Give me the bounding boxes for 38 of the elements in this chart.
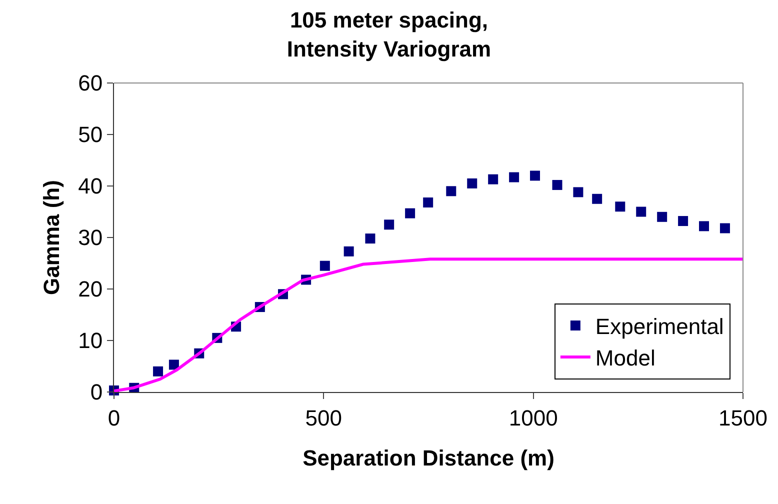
- point: [720, 223, 730, 234]
- legend-label: Experimental: [595, 314, 724, 340]
- point: [509, 172, 520, 182]
- legend-label: Model: [595, 346, 656, 371]
- x-tick-label: 0: [108, 405, 120, 430]
- y-tick-label: 40: [78, 174, 103, 199]
- point: [344, 246, 354, 256]
- x-tick-label: 500: [305, 405, 342, 430]
- y-tick-label: 50: [78, 122, 103, 148]
- y-tick-label: 20: [78, 276, 103, 302]
- y-tick-label: 30: [78, 225, 103, 250]
- point: [446, 186, 456, 196]
- point: [153, 366, 164, 376]
- point: [423, 197, 434, 208]
- point: [168, 360, 179, 370]
- y-tick-label: 10: [78, 328, 103, 354]
- point: [573, 187, 584, 198]
- point: [657, 212, 668, 222]
- point: [678, 216, 688, 226]
- y-axis-title: Gamma (h): [38, 180, 64, 295]
- point: [405, 208, 416, 218]
- point: [365, 234, 376, 244]
- point: [488, 174, 498, 184]
- x-axis-title: Separation Distance (m): [302, 445, 554, 470]
- x-tick-label: 1500: [718, 405, 768, 430]
- point: [592, 194, 602, 204]
- chart-title: 105 meter spacing, Intensity Variogram: [286, 8, 492, 62]
- y-tick-label: 0: [90, 380, 103, 405]
- x-tick-label: 1000: [508, 405, 558, 430]
- y-tick-label: 60: [78, 70, 103, 96]
- point: [699, 221, 709, 232]
- point: [615, 202, 626, 212]
- point: [636, 206, 646, 217]
- point: [552, 180, 562, 190]
- point: [320, 260, 330, 271]
- point: [467, 178, 478, 188]
- point: [530, 170, 540, 181]
- point: [384, 220, 394, 230]
